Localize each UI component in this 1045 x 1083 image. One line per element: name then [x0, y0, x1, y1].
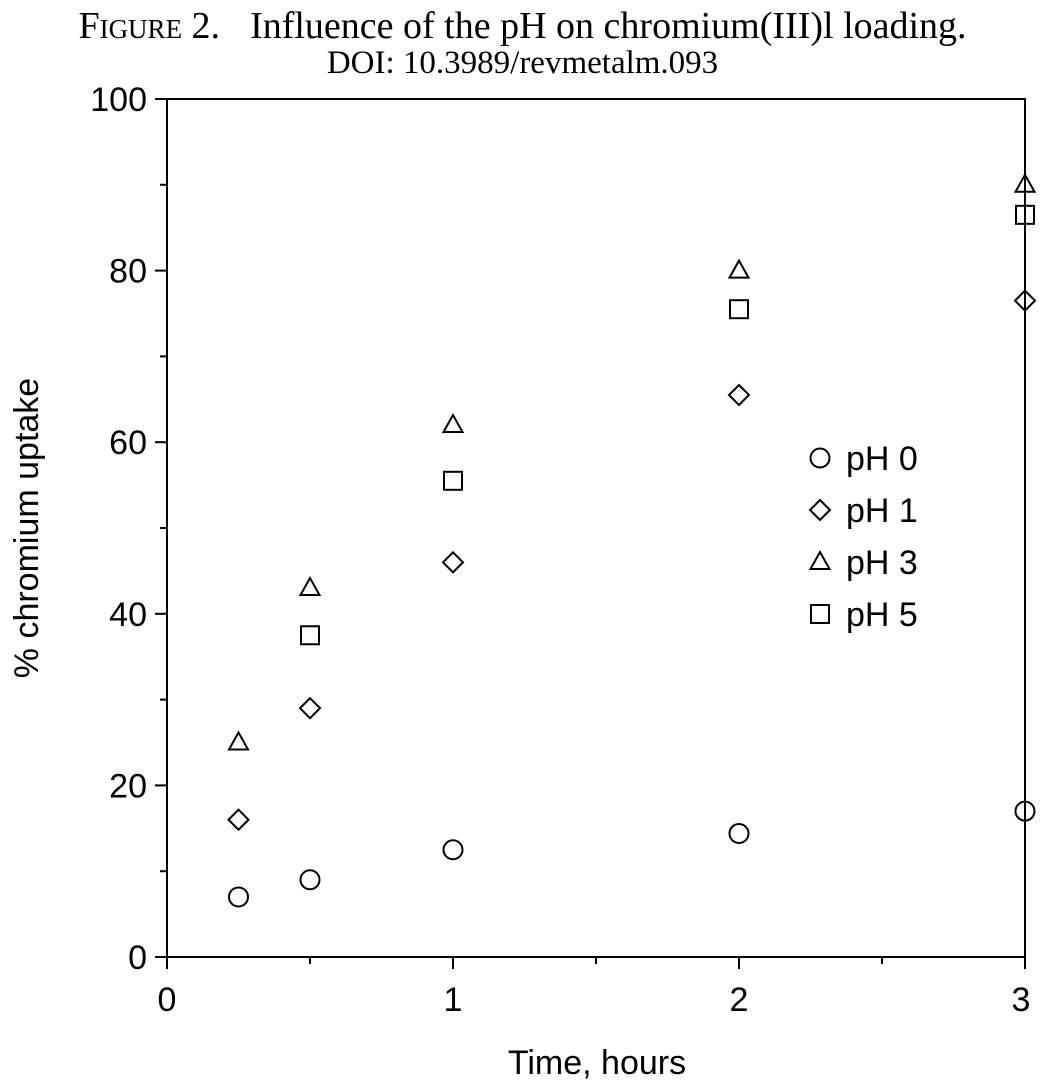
data-point — [227, 730, 250, 751]
data-point — [727, 383, 751, 407]
data-point — [228, 886, 249, 908]
y-tick-label: 0 — [128, 939, 147, 977]
legend-marker — [810, 604, 830, 624]
legend-label: pH 1 — [846, 492, 918, 530]
data-points — [227, 172, 1037, 908]
data-point — [729, 299, 749, 320]
data-point — [298, 696, 322, 720]
data-point — [727, 258, 751, 279]
series-ph-0 — [228, 800, 1036, 908]
data-point — [300, 625, 320, 646]
legend-label: pH 5 — [846, 596, 918, 634]
y-tick-label: 80 — [109, 253, 147, 291]
data-point — [1015, 204, 1035, 225]
y-tick-label: 100 — [90, 81, 147, 119]
data-point — [443, 470, 463, 491]
data-point — [441, 412, 465, 434]
x-tick-label: 1 — [444, 981, 463, 1019]
figure-doi: DOI: 10.3989/revmetalm.093 — [326, 45, 719, 81]
x-tick-label: 0 — [158, 981, 177, 1019]
y-tick-label: 60 — [109, 424, 147, 462]
x-axis-label: Time, hours — [508, 1044, 686, 1082]
axes: 0 20 40 60 80 100 0 1 2 3 — [90, 81, 1030, 1019]
figure-title: Influence of the pH on chromium(III)l lo… — [250, 5, 967, 47]
legend-marker — [809, 447, 831, 469]
legend: pH 0 pH 1 pH 3 pH 5 — [808, 440, 918, 634]
legend-marker — [808, 498, 832, 522]
data-point — [299, 869, 321, 891]
figure-caption: Figure 2. Influence of the pH on chromium… — [0, 4, 1045, 48]
figure-label: Figure 2. — [78, 5, 221, 47]
data-point — [1013, 289, 1037, 313]
data-point — [1014, 800, 1036, 822]
legend-label: pH 3 — [846, 544, 918, 582]
series-ph-5 — [300, 204, 1035, 646]
data-point — [441, 550, 465, 574]
y-axis-label: % chromium uptake — [8, 378, 46, 678]
series-ph-3 — [227, 172, 1037, 751]
x-tick-label: 2 — [730, 981, 749, 1019]
data-point — [298, 576, 322, 597]
data-point — [227, 808, 250, 832]
x-tick-label: 3 — [1012, 981, 1031, 1019]
data-point — [442, 839, 464, 861]
y-tick-label: 40 — [109, 596, 147, 634]
y-tick-label: 20 — [109, 767, 147, 805]
data-point — [1013, 172, 1037, 193]
data-point — [728, 822, 750, 844]
legend-label: pH 0 — [846, 440, 918, 478]
series-ph-1 — [227, 289, 1037, 832]
legend-marker — [808, 549, 832, 570]
